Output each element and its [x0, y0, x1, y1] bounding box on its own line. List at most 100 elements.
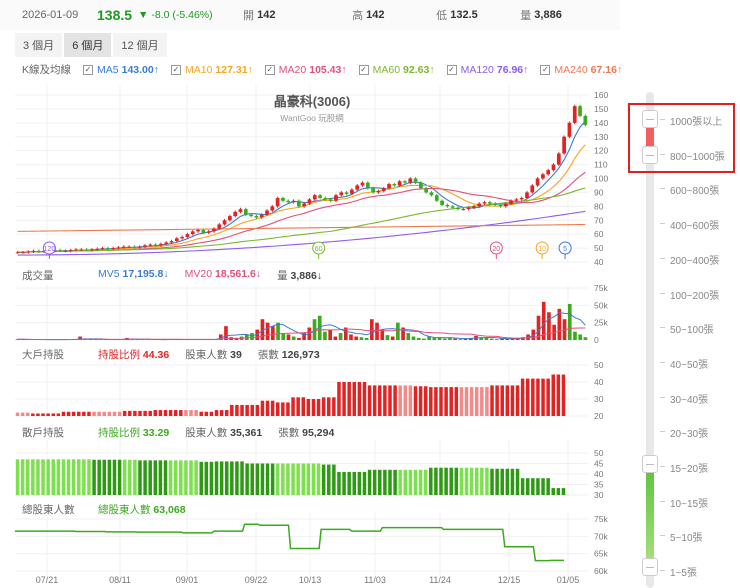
candle [387, 184, 391, 189]
slider-label[interactable]: 10~15張 [659, 495, 708, 510]
slider-handle-large-bottom[interactable] [642, 146, 658, 164]
large-holders-bar [235, 404, 239, 416]
large-holders-bar [189, 410, 193, 416]
candle [482, 202, 487, 204]
retail-holders-bar [561, 488, 566, 495]
candle [228, 216, 232, 221]
retail-holders-bar [332, 464, 336, 495]
retail-holders-bar [556, 488, 561, 495]
checkbox-icon[interactable]: ✓ [446, 64, 457, 75]
retail-holders-bar [434, 467, 438, 495]
volume-bar [286, 334, 291, 340]
retail-holders-bar [495, 468, 499, 495]
checkbox-icon[interactable]: ✓ [540, 64, 551, 75]
tab-12-months[interactable]: 12 個月 [113, 33, 167, 57]
large-holders-bar [26, 412, 30, 416]
slider-label[interactable]: 30~40張 [659, 391, 708, 406]
checkbox-icon[interactable]: ✓ [170, 64, 181, 75]
candle [328, 199, 333, 201]
large-holders-bar [337, 382, 341, 416]
ma-toggle-ma60[interactable]: ✓ MA60 92.63↑ [358, 64, 435, 76]
ma-name: MA240 [554, 63, 588, 76]
y-tick-label: 45 [594, 459, 604, 469]
slider-label[interactable]: 50~100張 [660, 321, 714, 336]
volume-bar [317, 315, 322, 340]
candle [169, 241, 174, 243]
retail-holders-bar [403, 469, 408, 495]
candle [355, 185, 360, 190]
slider-label[interactable]: 800~1000張 [660, 148, 725, 163]
retail-holders-bar [418, 469, 423, 495]
volume-legend: 成交量 MV5 17,195.8↓ MV20 18,561.6↓ 量 3,886… [22, 268, 322, 283]
retail-holders-bar [153, 460, 158, 495]
retail-holders-bar [342, 471, 346, 495]
candle [164, 242, 169, 244]
large-holders-bar [500, 385, 504, 416]
slider-label[interactable]: 400~600張 [659, 217, 719, 232]
ma-toggle-ma120[interactable]: ✓ MA120 76.96↑ [446, 63, 529, 76]
candle [440, 200, 444, 205]
ma-toggle-ma20[interactable]: ✓ MA20 105.43↑ [264, 64, 347, 76]
large-holders-bar [204, 411, 209, 416]
slider-label[interactable]: 100~200張 [659, 287, 719, 302]
x-tick-label: 01/05 [557, 575, 580, 585]
retail-holders-bar [245, 463, 249, 495]
volume-bar [359, 337, 364, 340]
volume-bar [583, 337, 588, 340]
y-tick-label: 25k [594, 318, 608, 328]
candle [265, 210, 269, 215]
large-holders-bar [464, 387, 469, 416]
slider-handle-small-top[interactable] [642, 455, 658, 473]
retail-holders-bar [464, 467, 469, 495]
retail-holders-bar [56, 459, 61, 495]
large-holders-bar [505, 385, 510, 416]
large-holders-bar [485, 387, 489, 416]
volume-bar [234, 337, 239, 340]
retail-holders-bar [546, 478, 550, 495]
large-holders-bar [61, 411, 66, 416]
checkbox-icon[interactable]: ✓ [264, 64, 275, 75]
large-holders-bar [51, 413, 56, 416]
slider-label[interactable]: 1000張以上 [659, 113, 722, 128]
ma-toggle-ma240[interactable]: ✓ MA240 67.16↑ [540, 64, 622, 76]
slider-label[interactable]: 1~5張 [660, 564, 697, 579]
retail-holders-bar [179, 460, 183, 495]
quote-price: 138.5 [97, 7, 133, 23]
candle [472, 206, 476, 208]
candle [249, 214, 253, 217]
volume-bar [515, 338, 520, 340]
slider-label[interactable]: 15~20張 [659, 460, 708, 475]
large-holders-bar [46, 413, 50, 416]
candle [583, 115, 588, 125]
total-holders-title: 總股東人數 [22, 504, 75, 516]
checkbox-icon[interactable]: ✓ [83, 64, 94, 75]
ma-value: 76.96↑ [496, 63, 529, 76]
open-value: 142 [257, 9, 276, 21]
slider-handle-large-top[interactable] [642, 110, 658, 128]
retail-holders-bar [439, 467, 443, 495]
slider-label[interactable]: 200~400張 [659, 252, 719, 267]
large-holders-title: 大戶持股 [22, 349, 64, 361]
slider-label[interactable]: 5~10張 [660, 529, 703, 544]
slider-label[interactable]: 40~50張 [659, 356, 708, 371]
large-lots: 張數 126,973 [257, 349, 320, 361]
retail-holders-bar [184, 460, 188, 495]
retail-holders-bar [510, 468, 515, 495]
tab-3-months[interactable]: 3 個月 [15, 33, 63, 57]
retail-holders-bar [66, 459, 71, 495]
open-label: 開 [243, 10, 255, 22]
slider-label[interactable]: 600~800張 [659, 182, 719, 197]
large-holders-bar [122, 410, 127, 416]
slider-track[interactable] [646, 92, 654, 588]
candle [519, 197, 524, 200]
retail-holders-bar [388, 469, 392, 495]
tab-6-months[interactable]: 6 個月 [64, 33, 112, 57]
candle [185, 234, 190, 237]
slider-label[interactable]: 20~30張 [659, 425, 708, 440]
slider-handle-small-bottom[interactable] [642, 558, 658, 576]
ma-toggle-ma10[interactable]: ✓ MA10 127.31↑ [170, 64, 253, 76]
checkbox-icon[interactable]: ✓ [358, 64, 369, 75]
y-tick-label: 75k [594, 514, 608, 524]
ma-toggle-ma5[interactable]: ✓ MA5 143.00↑ [83, 64, 159, 76]
candle [217, 224, 222, 229]
